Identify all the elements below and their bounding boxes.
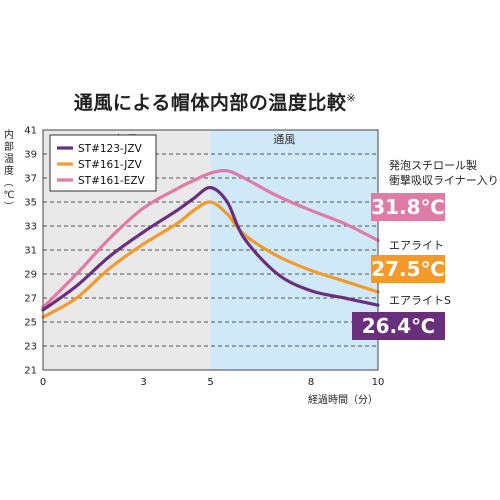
- y-tick-label: 25: [24, 318, 37, 329]
- legend-label: ST#161-EZV: [78, 175, 146, 187]
- x-tick-label: 3: [140, 377, 146, 388]
- x-axis-label: 経過時間（分）: [308, 393, 378, 406]
- legend-label: ST#161-JZV: [78, 159, 143, 171]
- zone-label: 通風: [273, 133, 295, 146]
- legend-label: ST#123-JZV: [78, 143, 143, 155]
- chart-title: 通風による帽体内部の温度比較※: [0, 88, 430, 115]
- y-axis-label-char: 温: [4, 153, 14, 165]
- y-tick-label: 27: [24, 294, 37, 305]
- zone-band: [210, 130, 378, 370]
- y-axis-label-char: 部: [4, 140, 14, 153]
- annotation-caption-line: エアライトS: [389, 294, 451, 307]
- y-axis-label-char: 度: [4, 164, 14, 177]
- y-tick-label: 37: [24, 174, 37, 185]
- series-line-st-161-ezv: [41, 169, 380, 310]
- x-tick-label: 0: [40, 377, 46, 388]
- y-tick-label: 29: [24, 270, 37, 281]
- series-line-st-161-jzv: [41, 200, 380, 319]
- x-tick-label: 10: [372, 377, 385, 388]
- y-tick-label: 23: [24, 342, 37, 353]
- annotation-caption-airlight-s: エアライトS: [389, 293, 451, 308]
- y-axis-label-char: （: [2, 177, 14, 187]
- x-tick-label: 8: [308, 377, 314, 388]
- y-tick-label: 21: [24, 366, 37, 377]
- annotation-caption-line: 発泡スチロール製: [389, 159, 477, 172]
- title-text: 通風による帽体内部の温度比較: [73, 92, 347, 114]
- annotation-badge-airlight: 27.5℃: [371, 255, 445, 283]
- annotation-caption-line: 衝撃吸収ライナー入り: [389, 174, 499, 187]
- annotation-badge-airlight-s: 26.4℃: [352, 312, 445, 340]
- annotation-caption-line: エアライト: [389, 239, 444, 252]
- y-tick-label: 35: [24, 198, 37, 209]
- title-mark: ※: [346, 91, 357, 105]
- annotation-caption-styrofoam: 発泡スチロール製 衝撃吸収ライナー入り: [389, 158, 499, 188]
- annotation-caption-airlight: エアライト: [389, 238, 444, 253]
- y-axis-label-char: ）: [2, 201, 14, 211]
- plot-frame: [42, 129, 379, 371]
- y-tick-label: 31: [24, 246, 37, 257]
- y-axis-label-char: 内: [4, 128, 14, 141]
- y-tick-label: 33: [24, 222, 37, 233]
- y-tick-label: 41: [24, 126, 37, 137]
- y-axis-label-char: ℃: [3, 190, 14, 201]
- x-tick-label: 5: [207, 377, 213, 388]
- y-tick-label: 39: [24, 150, 37, 161]
- annotation-badge-styrofoam: 31.8℃: [371, 193, 445, 221]
- series-line-st-123-jzv: [41, 186, 380, 312]
